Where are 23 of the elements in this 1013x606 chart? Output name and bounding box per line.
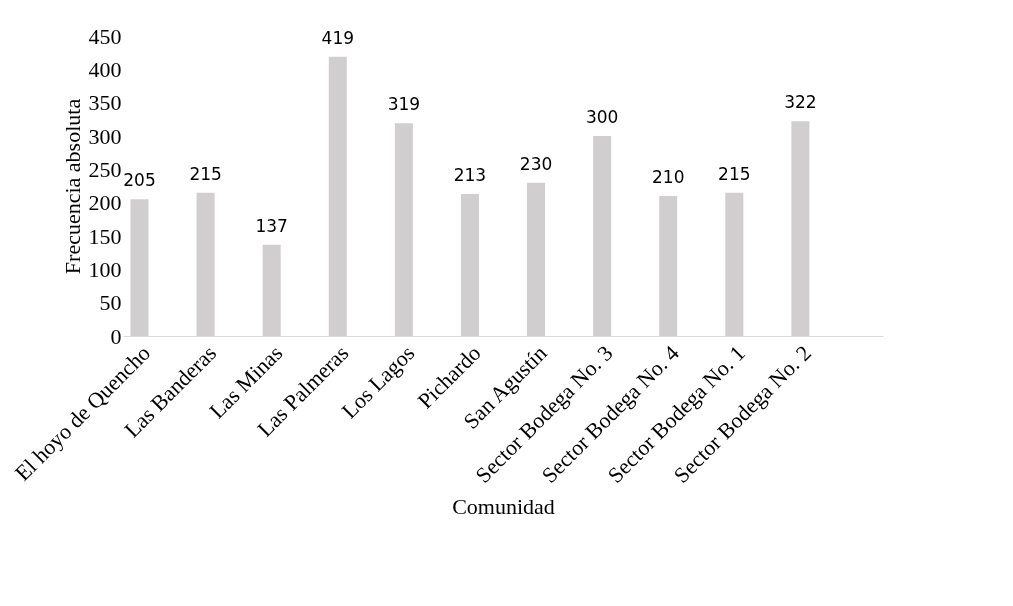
data-label: 205 xyxy=(123,170,156,191)
y-tick-label: 300 xyxy=(88,123,122,149)
y-tick-label: 400 xyxy=(88,56,122,82)
y-tick-label: 200 xyxy=(88,190,122,216)
y-tick-label: 0 xyxy=(110,323,122,349)
data-label: 210 xyxy=(651,167,685,187)
data-label: 215 xyxy=(718,163,751,184)
y-tick-label: 250 xyxy=(88,156,122,182)
y-tick-label: 50 xyxy=(99,290,122,316)
y-tick-label: 100 xyxy=(88,256,122,282)
y-tick-label: 350 xyxy=(88,90,122,116)
data-label: 215 xyxy=(189,163,222,184)
x-axis-title: Comunidad xyxy=(452,493,555,519)
data-label: 300 xyxy=(585,107,619,127)
y-axis-title: Frecuencia absoluta xyxy=(59,98,85,275)
data-label: 137 xyxy=(255,215,288,236)
y-tick-label: 450 xyxy=(88,23,122,49)
data-label: 322 xyxy=(784,92,817,113)
y-tick-label: 150 xyxy=(88,223,122,249)
data-label: 419 xyxy=(321,27,355,48)
data-label: 319 xyxy=(387,94,421,115)
data-label: 230 xyxy=(519,153,553,174)
data-label: 213 xyxy=(453,165,487,185)
